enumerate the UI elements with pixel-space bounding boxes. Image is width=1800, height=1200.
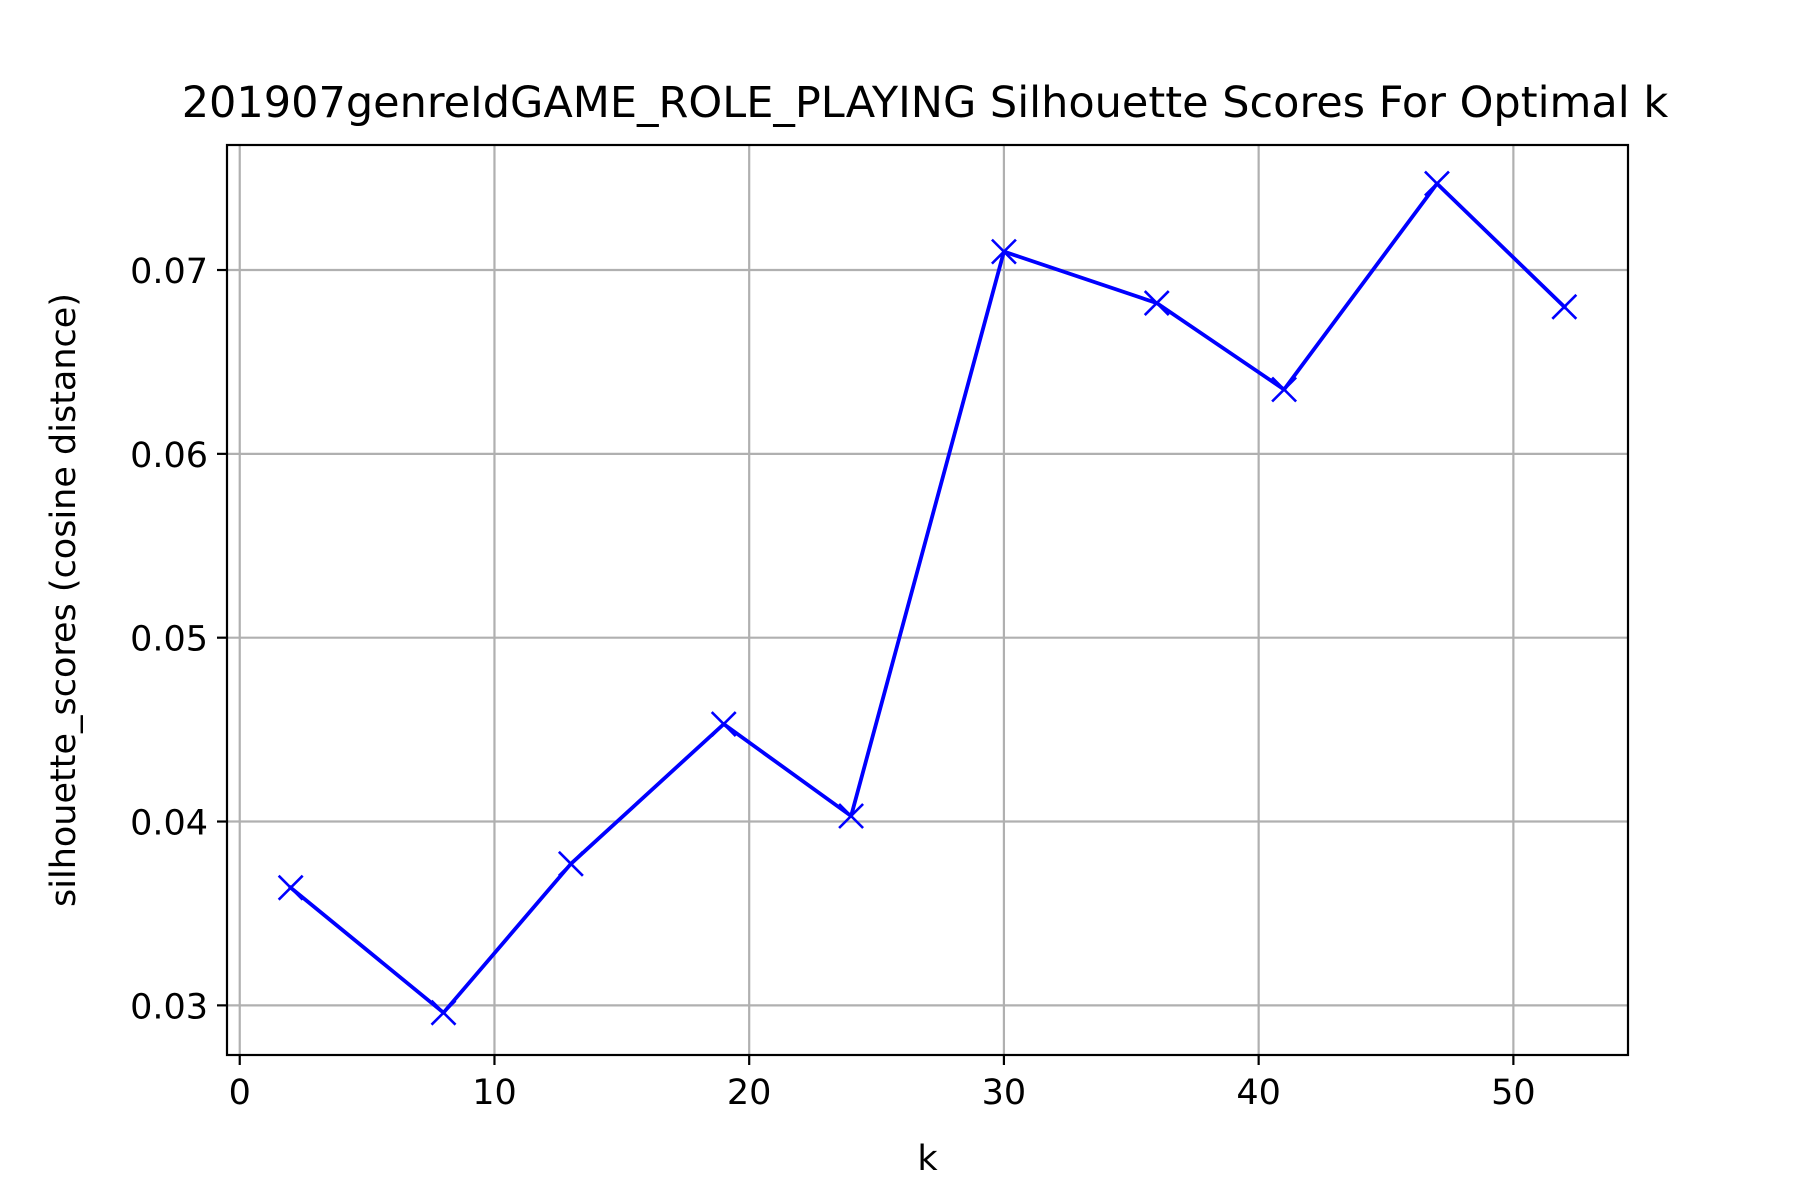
data-point-marker — [430, 999, 457, 1026]
marker-stroke — [557, 850, 584, 877]
x-tick-label: 0 — [229, 1073, 251, 1113]
marker-stroke — [277, 874, 304, 901]
y-tick-label: 0.07 — [130, 252, 208, 292]
y-tick-label: 0.06 — [130, 436, 208, 476]
chart-title: 201907genreIdGAME_ROLE_PLAYING Silhouett… — [182, 78, 1669, 128]
data-point-marker — [1551, 293, 1578, 320]
data-point-marker — [1143, 290, 1170, 317]
series-line — [288, 181, 1567, 1015]
y-tick-label: 0.05 — [130, 620, 208, 660]
marker-stroke — [1424, 170, 1450, 197]
plot-frame — [225, 143, 1630, 1057]
marker-stroke — [710, 711, 737, 738]
y-tick-label: 0.04 — [130, 804, 208, 844]
series-layer — [277, 170, 1578, 1026]
grid — [227, 145, 1628, 1055]
marker-stroke — [990, 238, 1017, 265]
x-tick-label: 40 — [1236, 1073, 1281, 1113]
y-tick-label: 0.03 — [130, 987, 208, 1027]
y-axis-label: silhouette_scores (cosine distance) — [44, 293, 84, 907]
data-point-marker — [277, 874, 304, 901]
x-tick-label: 20 — [727, 1073, 772, 1113]
marker-stroke — [1551, 293, 1578, 320]
data-point-marker — [710, 711, 737, 738]
marker-stroke — [1271, 376, 1298, 403]
x-tick-label: 50 — [1491, 1073, 1536, 1113]
data-point-marker — [838, 803, 865, 829]
marker-stroke — [430, 999, 457, 1026]
marker-stroke — [838, 803, 865, 829]
data-point-marker — [1424, 170, 1450, 197]
data-point-marker — [557, 850, 584, 877]
data-point-marker — [1271, 376, 1298, 403]
x-tick-label: 10 — [472, 1073, 517, 1113]
x-tick-label: 30 — [982, 1073, 1027, 1113]
marker-stroke — [1143, 290, 1170, 317]
data-point-marker — [990, 238, 1017, 265]
x-axis-label: k — [917, 1139, 938, 1179]
axis-ticks: 0 10 20 30 40 50 0.03 0.04 0.05 0.06 0.07 — [130, 252, 1536, 1113]
